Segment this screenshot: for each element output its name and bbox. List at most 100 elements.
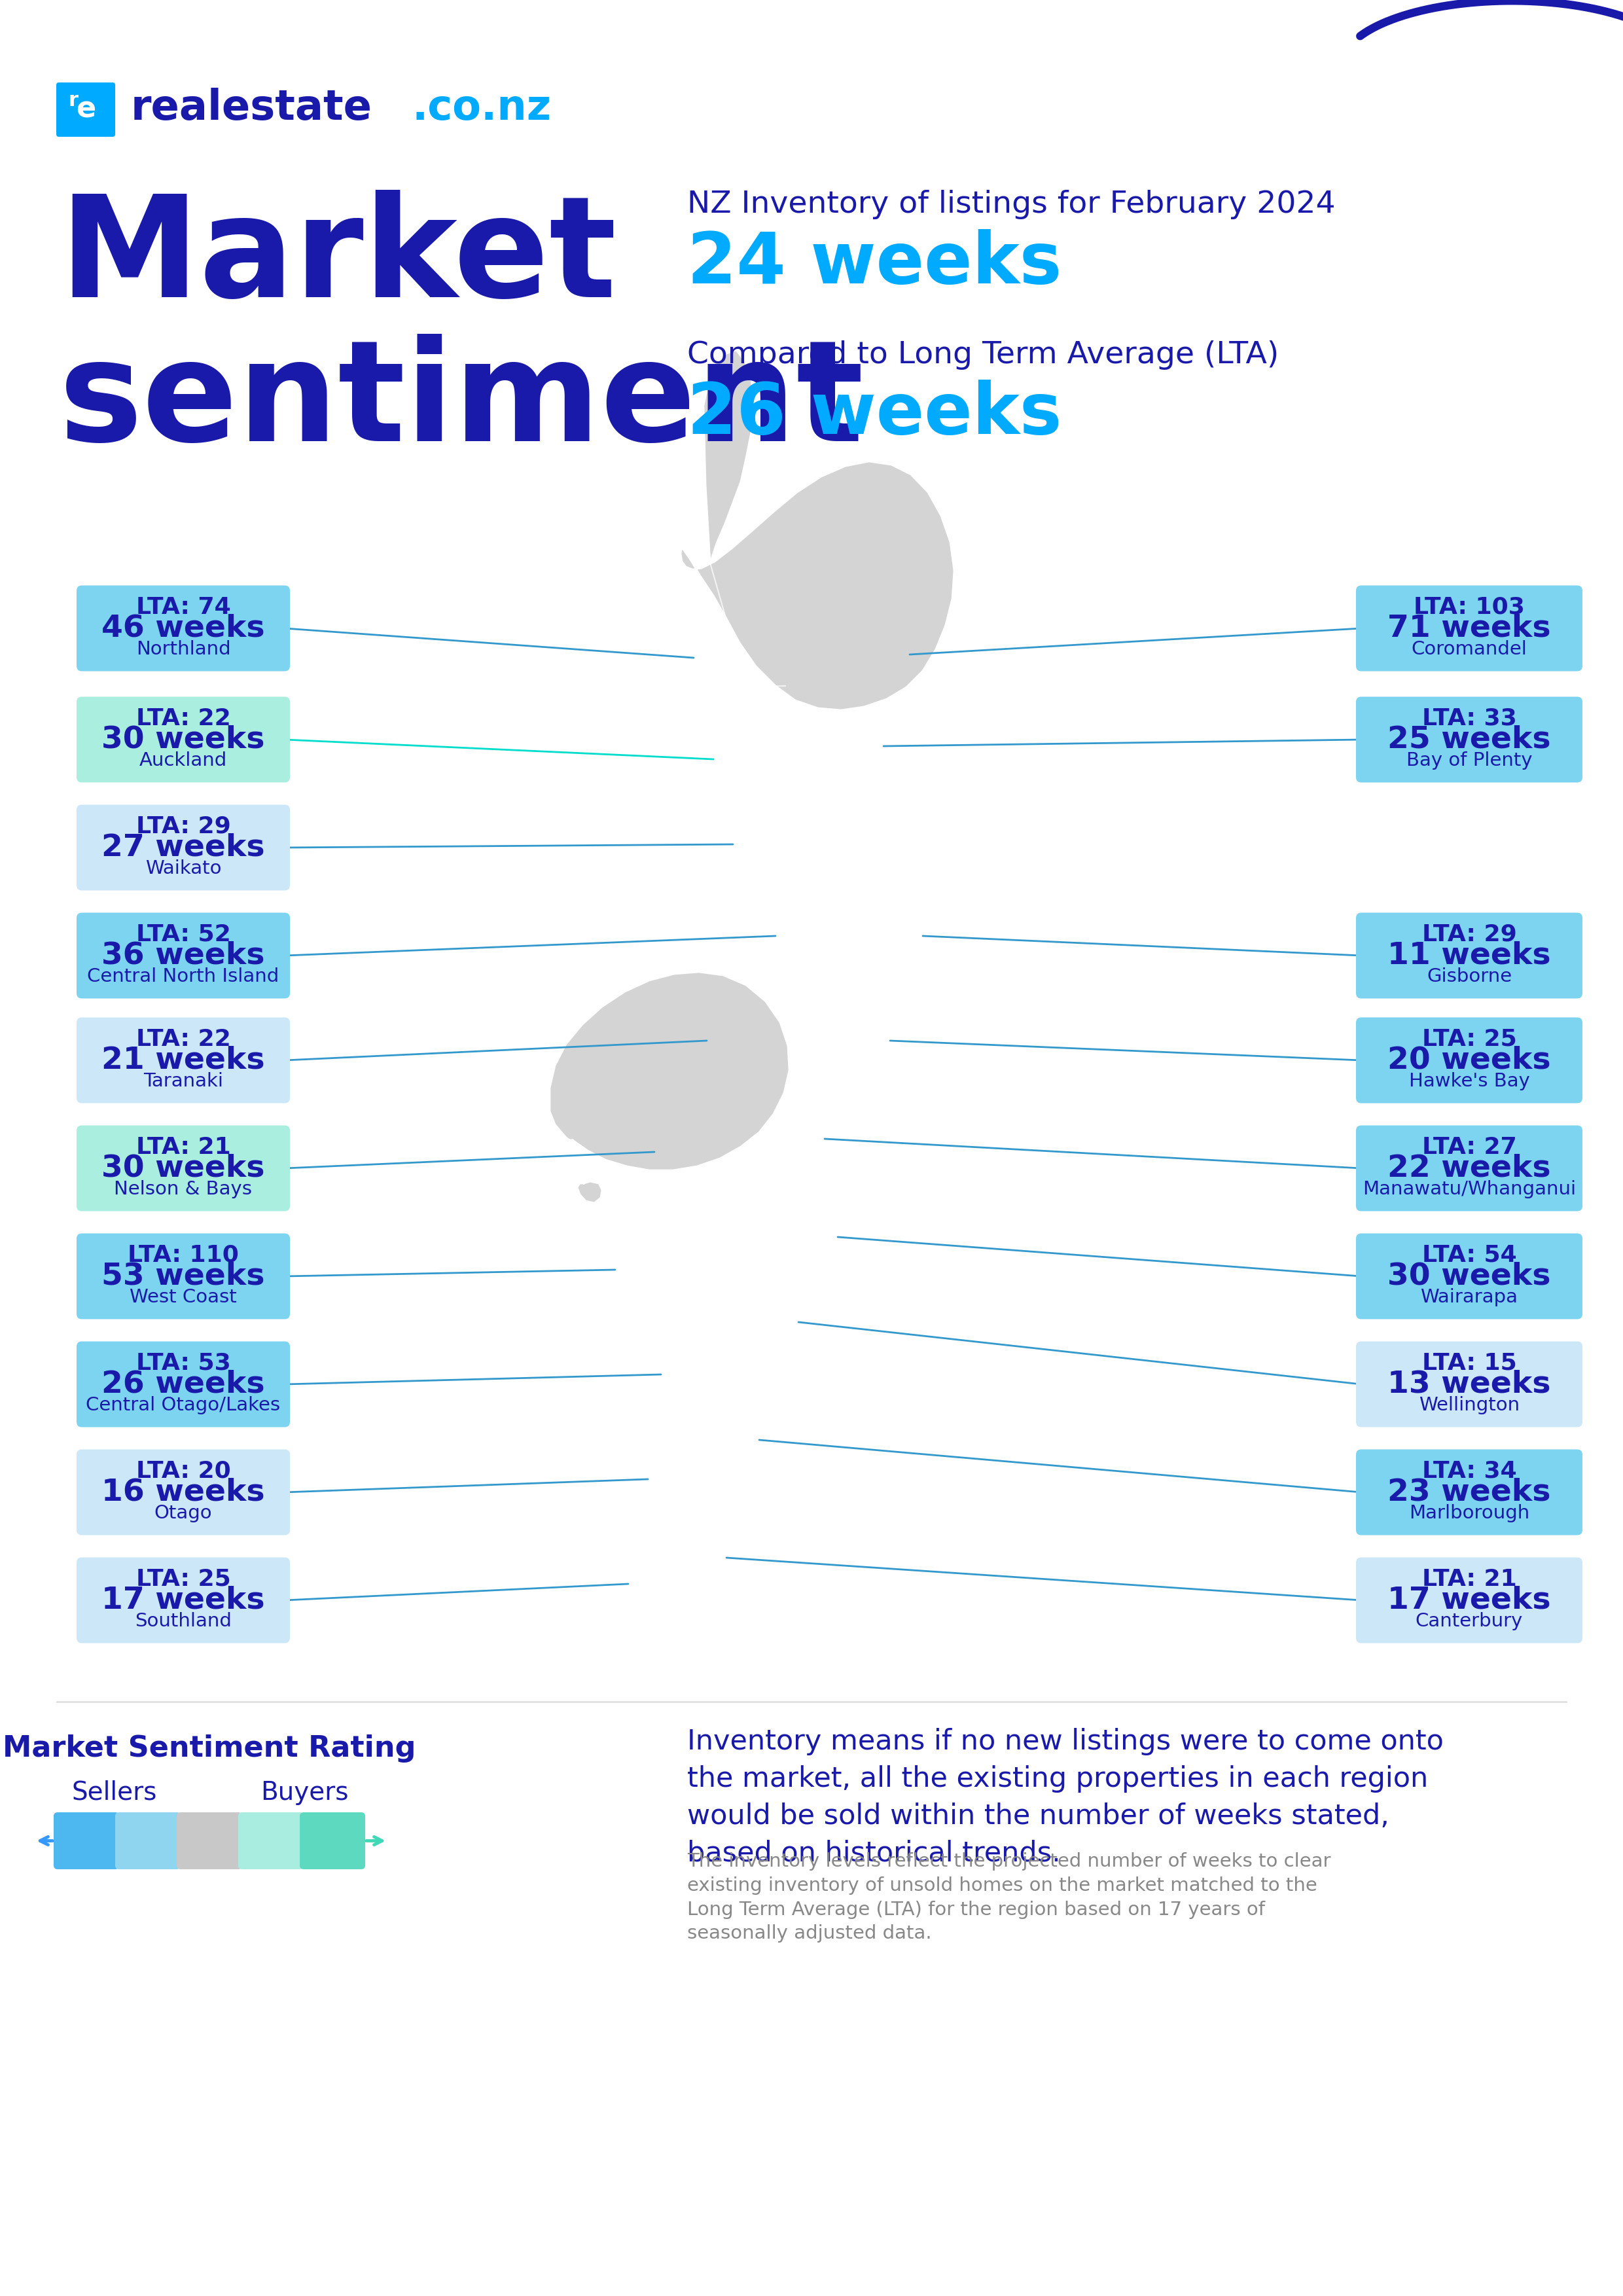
Text: 25 weeks: 25 weeks: [1388, 726, 1552, 755]
FancyBboxPatch shape: [57, 83, 115, 138]
Text: 46 weeks: 46 weeks: [102, 613, 265, 643]
Text: LTA: 52: LTA: 52: [136, 923, 230, 946]
Text: 26 weeks: 26 weeks: [687, 379, 1061, 450]
FancyBboxPatch shape: [76, 914, 291, 999]
Text: Buyers: Buyers: [260, 1779, 349, 1805]
Text: 16 weeks: 16 weeks: [102, 1479, 265, 1506]
Text: Otago: Otago: [154, 1504, 213, 1522]
Text: r: r: [68, 92, 78, 110]
FancyBboxPatch shape: [1355, 1017, 1582, 1102]
Text: Sellers: Sellers: [71, 1779, 157, 1805]
Text: Manawatu/Whanganui: Manawatu/Whanganui: [1362, 1180, 1576, 1199]
Text: LTA: 74: LTA: 74: [136, 597, 230, 618]
Text: LTA: 20: LTA: 20: [136, 1460, 230, 1483]
Text: 13 weeks: 13 weeks: [1388, 1368, 1552, 1398]
FancyBboxPatch shape: [1355, 696, 1582, 783]
Text: Compared to Long Term Average (LTA): Compared to Long Term Average (LTA): [687, 340, 1279, 370]
Text: 27 weeks: 27 weeks: [102, 833, 265, 863]
Text: LTA: 15: LTA: 15: [1422, 1352, 1516, 1375]
Text: Coromandel: Coromandel: [1412, 641, 1527, 659]
Text: 30 weeks: 30 weeks: [102, 726, 265, 755]
Text: Taranaki: Taranaki: [143, 1072, 224, 1091]
Text: LTA: 29: LTA: 29: [136, 815, 230, 838]
FancyBboxPatch shape: [1355, 914, 1582, 999]
Text: LTA: 110: LTA: 110: [128, 1244, 239, 1267]
Text: Bay of Plenty: Bay of Plenty: [1406, 751, 1532, 769]
Text: Gisborne: Gisborne: [1427, 967, 1511, 985]
Text: Canterbury: Canterbury: [1415, 1612, 1522, 1630]
Text: LTA: 34: LTA: 34: [1422, 1460, 1516, 1483]
Text: LTA: 25: LTA: 25: [1422, 1029, 1516, 1049]
Text: 53 weeks: 53 weeks: [102, 1261, 265, 1290]
Text: 17 weeks: 17 weeks: [102, 1587, 265, 1614]
FancyBboxPatch shape: [1355, 1449, 1582, 1536]
FancyBboxPatch shape: [76, 696, 291, 783]
Polygon shape: [680, 461, 954, 709]
FancyBboxPatch shape: [76, 1233, 291, 1320]
Text: Waikato: Waikato: [144, 859, 221, 877]
Text: Market: Market: [58, 191, 617, 326]
FancyBboxPatch shape: [115, 1812, 180, 1869]
Text: West Coast: West Coast: [130, 1288, 237, 1306]
FancyBboxPatch shape: [1355, 1557, 1582, 1644]
Text: e: e: [76, 94, 96, 124]
FancyBboxPatch shape: [76, 804, 291, 891]
Text: LTA: 22: LTA: 22: [136, 1029, 230, 1049]
Text: 36 weeks: 36 weeks: [102, 941, 265, 971]
Text: LTA: 25: LTA: 25: [136, 1568, 230, 1591]
FancyBboxPatch shape: [76, 585, 291, 670]
Text: Central North Island: Central North Island: [88, 967, 279, 985]
FancyBboxPatch shape: [76, 1449, 291, 1536]
Text: Nelson & Bays: Nelson & Bays: [114, 1180, 252, 1199]
FancyBboxPatch shape: [76, 1017, 291, 1102]
Text: .co.nz: .co.nz: [412, 87, 552, 129]
FancyBboxPatch shape: [1355, 1233, 1582, 1320]
Text: Northland: Northland: [136, 641, 230, 659]
Text: Wairarapa: Wairarapa: [1420, 1288, 1518, 1306]
Text: 30 weeks: 30 weeks: [102, 1153, 265, 1182]
Text: 21 weeks: 21 weeks: [102, 1045, 265, 1075]
Text: LTA: 21: LTA: 21: [136, 1137, 230, 1159]
Text: realestate: realestate: [131, 87, 372, 129]
Text: NZ Inventory of listings for February 2024: NZ Inventory of listings for February 20…: [687, 191, 1336, 218]
Text: LTA: 33: LTA: 33: [1422, 707, 1516, 730]
Text: Auckland: Auckland: [140, 751, 227, 769]
Text: LTA: 103: LTA: 103: [1414, 597, 1524, 618]
FancyBboxPatch shape: [1355, 1341, 1582, 1428]
FancyBboxPatch shape: [1355, 585, 1582, 670]
Text: Central Otago/Lakes: Central Otago/Lakes: [86, 1396, 281, 1414]
Polygon shape: [578, 1182, 602, 1203]
Text: 71 weeks: 71 weeks: [1388, 613, 1552, 643]
FancyBboxPatch shape: [239, 1812, 304, 1869]
Text: 20 weeks: 20 weeks: [1388, 1045, 1552, 1075]
Text: Marlborough: Marlborough: [1409, 1504, 1529, 1522]
Text: Wellington: Wellington: [1419, 1396, 1519, 1414]
Text: Hawke's Bay: Hawke's Bay: [1409, 1072, 1530, 1091]
Text: LTA: 21: LTA: 21: [1422, 1568, 1516, 1591]
FancyBboxPatch shape: [177, 1812, 242, 1869]
Text: LTA: 29: LTA: 29: [1422, 923, 1516, 946]
Text: The inventory levels reflect the projected number of weeks to clear
existing inv: The inventory levels reflect the project…: [687, 1853, 1331, 1942]
Text: Inventory means if no new listings were to come onto
the market, all the existin: Inventory means if no new listings were …: [687, 1729, 1443, 1867]
Text: 23 weeks: 23 weeks: [1388, 1479, 1552, 1506]
Polygon shape: [703, 351, 755, 563]
Text: sentiment: sentiment: [58, 333, 865, 471]
Text: 22 weeks: 22 weeks: [1388, 1153, 1552, 1182]
Text: 24 weeks: 24 weeks: [687, 230, 1061, 298]
Text: LTA: 22: LTA: 22: [136, 707, 230, 730]
FancyBboxPatch shape: [76, 1125, 291, 1212]
Text: 17 weeks: 17 weeks: [1388, 1587, 1552, 1614]
Text: LTA: 27: LTA: 27: [1422, 1137, 1516, 1159]
FancyBboxPatch shape: [1355, 1125, 1582, 1212]
Text: 11 weeks: 11 weeks: [1388, 941, 1552, 971]
Text: LTA: 54: LTA: 54: [1422, 1244, 1516, 1267]
Text: LTA: 53: LTA: 53: [136, 1352, 230, 1375]
Text: 30 weeks: 30 weeks: [1388, 1261, 1552, 1290]
FancyBboxPatch shape: [76, 1557, 291, 1644]
Text: 26 weeks: 26 weeks: [102, 1368, 265, 1398]
Text: Southland: Southland: [135, 1612, 232, 1630]
Polygon shape: [547, 971, 789, 1171]
FancyBboxPatch shape: [54, 1812, 118, 1869]
FancyBboxPatch shape: [76, 1341, 291, 1428]
Text: Market Sentiment Rating: Market Sentiment Rating: [3, 1733, 415, 1763]
